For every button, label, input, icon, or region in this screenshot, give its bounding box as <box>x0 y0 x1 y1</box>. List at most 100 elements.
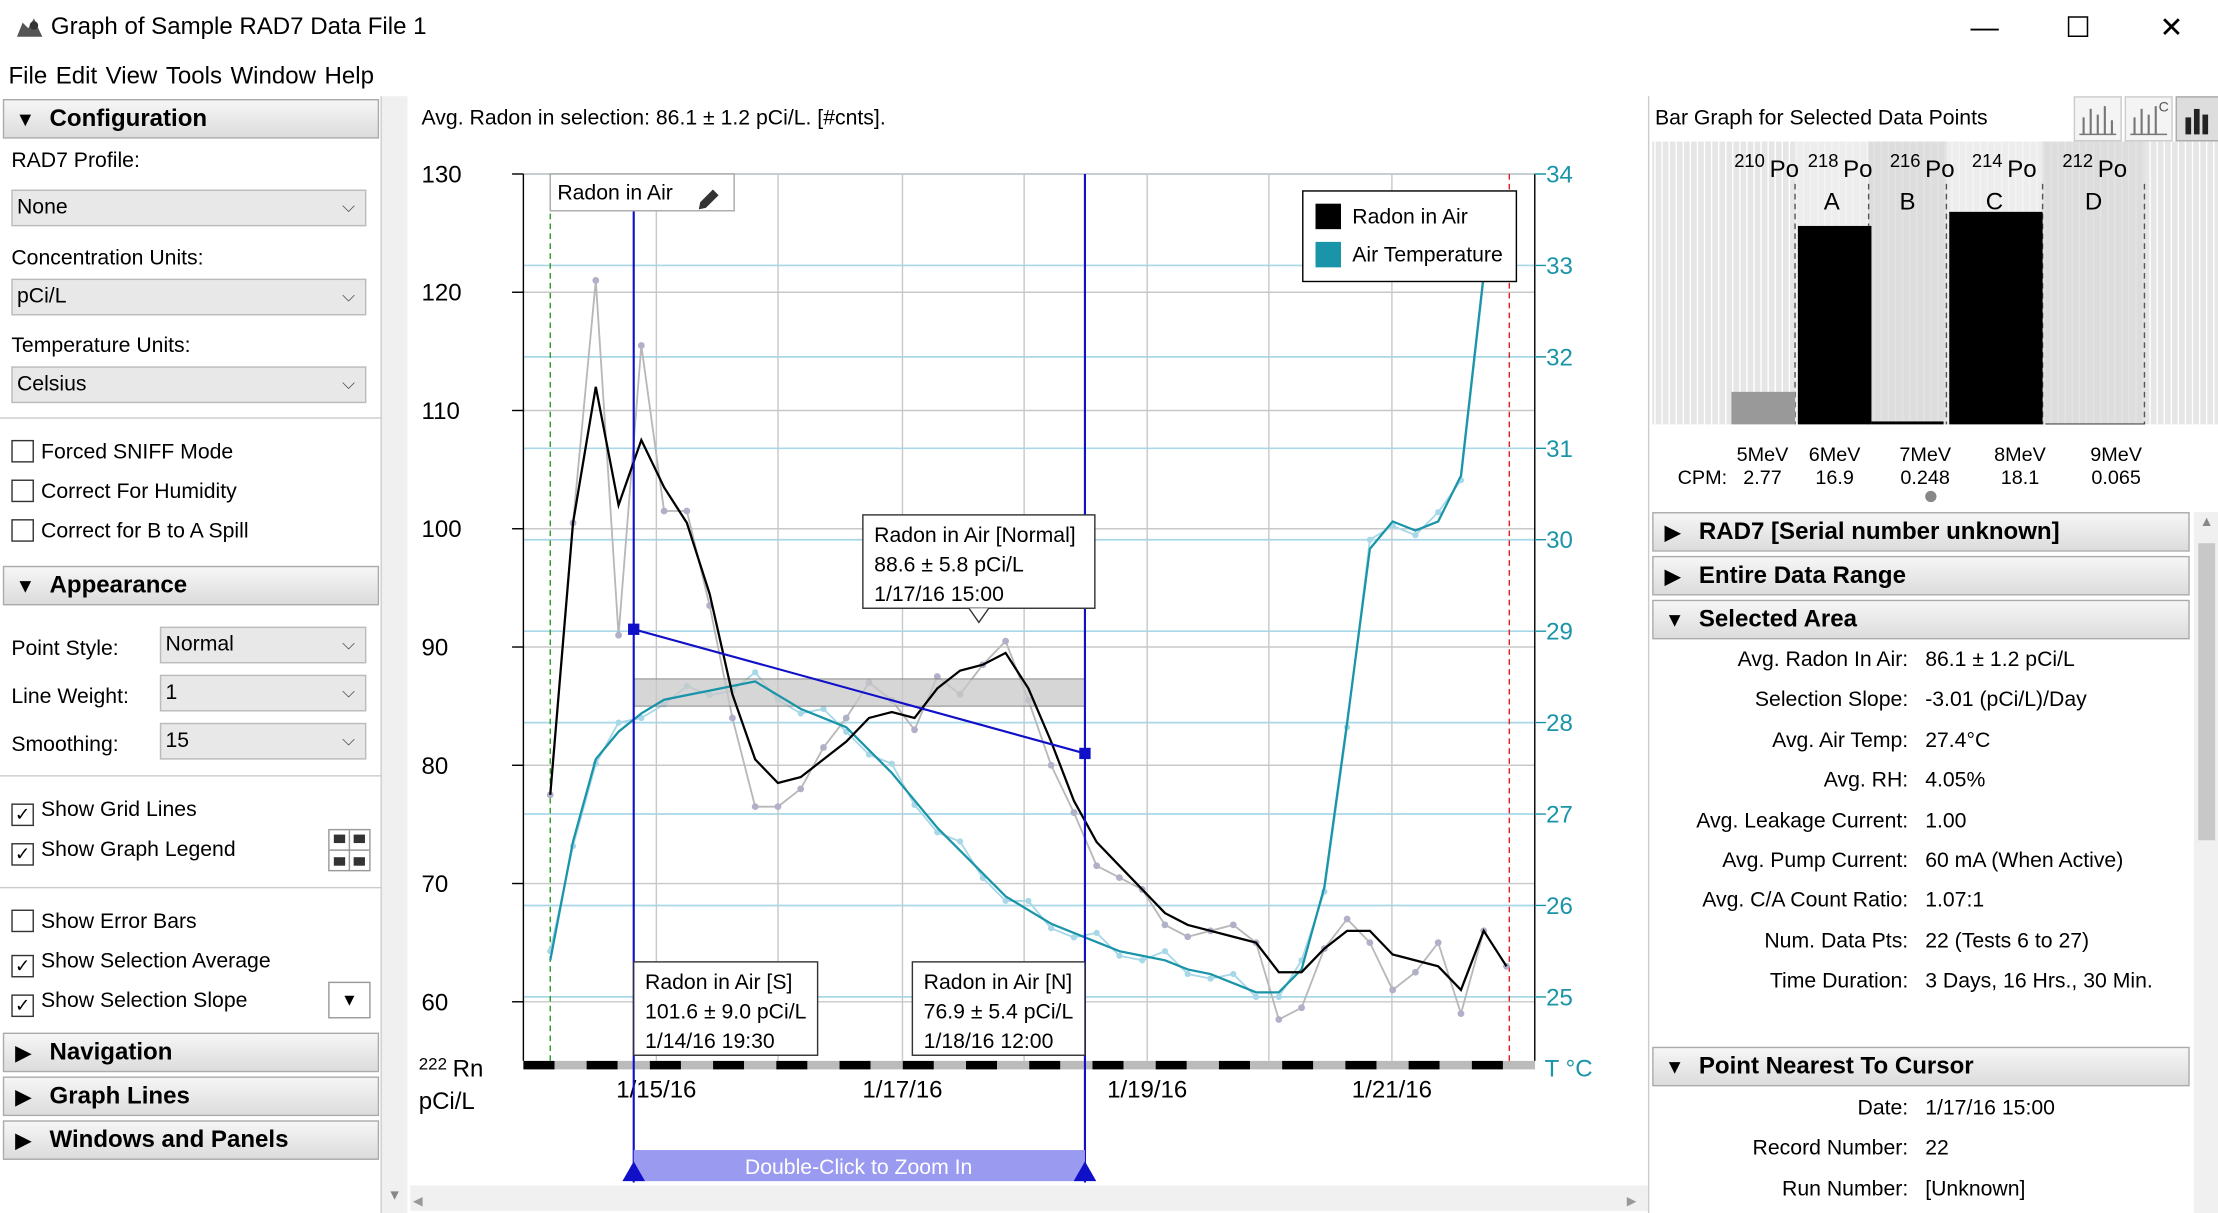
row-key: Avg. Leakage Current: <box>1696 808 1909 833</box>
show-legend-checkbox[interactable]: ✓ Show Graph Legend <box>11 837 236 866</box>
splitter-handle[interactable] <box>1925 490 1937 503</box>
section-selected-area[interactable]: ▼ Selected Area <box>1652 599 2190 640</box>
rad7-profile-select[interactable]: None ⌵ <box>11 189 367 227</box>
conc-units-select[interactable]: pCi/L ⌵ <box>11 278 367 316</box>
section-appearance[interactable]: ▼ Appearance <box>2 565 380 606</box>
section-navigation[interactable]: ▶ Navigation <box>2 1032 380 1073</box>
right-tick-label: 29 <box>1546 619 1573 646</box>
row-value: 86.1 ± 1.2 pCi/L <box>1925 647 2075 672</box>
zoom-right-handle-icon[interactable] <box>1073 1161 1097 1182</box>
show-grid-checkbox[interactable]: ✓ Show Grid Lines <box>11 798 197 827</box>
time-strip-block <box>1502 1060 1536 1070</box>
zoom-bar[interactable] <box>633 1150 1085 1182</box>
right-panel: Bar Graph for Selected Data Points C A B C… <box>1647 96 2218 1213</box>
selected-area-row: Avg. RH: 4.05% <box>1649 768 2218 796</box>
bar-view-button[interactable] <box>2175 96 2218 142</box>
selection-options-button[interactable]: ▼ <box>328 981 371 1019</box>
maximize-button[interactable]: ☐ <box>2065 12 2091 44</box>
time-strip-block <box>523 1060 555 1070</box>
energy-label: 5MeV <box>1737 444 1790 466</box>
section-rad7[interactable]: ▶ RAD7 [Serial number unknown] <box>1652 512 2190 552</box>
line-weight-select[interactable]: 1 ⌵ <box>159 674 367 712</box>
smoothing-label: Smoothing: <box>11 732 119 757</box>
time-strip-block <box>586 1060 618 1070</box>
y-left-unit: Rn <box>453 1055 484 1082</box>
time-strip-block <box>680 1060 714 1070</box>
right-tick-label: 31 <box>1546 436 1573 463</box>
minimize-button[interactable]: — <box>1970 12 1999 44</box>
show-selection-slope-checkbox[interactable]: ✓ Show Selection Slope <box>11 989 247 1018</box>
section-configuration[interactable]: ▼ Configuration <box>2 99 380 139</box>
section-windows-panels[interactable]: ▶ Windows and Panels <box>2 1120 380 1160</box>
row-key: Avg. Air Temp: <box>1772 728 1909 753</box>
slope-end-handle[interactable] <box>1079 747 1091 760</box>
spectrum-view-button[interactable] <box>2073 96 2122 142</box>
section-nearest-point[interactable]: ▼ Point Nearest To Cursor <box>1652 1046 2190 1087</box>
dropdown-triangle-icon: ▼ <box>340 990 358 1010</box>
menu-file[interactable]: File <box>8 62 48 90</box>
isotope-mass: 218 <box>1808 150 1839 171</box>
left-tick-label: 110 <box>422 398 460 425</box>
cumulative-view-button[interactable]: C <box>2124 96 2173 142</box>
isotope-mass: 210 <box>1734 150 1765 171</box>
row-value: 4.05% <box>1925 768 1986 793</box>
selected-area-row: Selection Slope: -3.01 (pCi/L)/Day <box>1649 688 2218 716</box>
left-panel-scrollbar[interactable]: ▼ <box>381 96 408 1213</box>
close-button[interactable]: ✕ <box>2159 12 2184 44</box>
radon-raw-point <box>592 277 600 284</box>
temp-raw-point <box>1366 536 1373 543</box>
right-tick-label: 28 <box>1546 710 1573 737</box>
zoom-left-handle-icon[interactable] <box>622 1161 646 1182</box>
correct-spill-checkbox[interactable]: Correct for B to A Spill <box>11 519 249 543</box>
show-error-bars-checkbox[interactable]: Show Error Bars <box>11 909 197 934</box>
selected-area-row: Avg. Pump Current: 60 mA (When Active) <box>1649 849 2218 877</box>
zoom-hint-text: Double-Click to Zoom In <box>745 1156 972 1179</box>
point-style-select[interactable]: Normal ⌵ <box>159 626 367 664</box>
legend-radon-label: Radon in Air <box>1352 205 1468 228</box>
callout-box <box>911 961 1086 1056</box>
scroll-thumb[interactable] <box>2198 543 2216 841</box>
section-label: Graph Lines <box>49 1082 190 1109</box>
smoothing-select[interactable]: 15 ⌵ <box>159 722 367 760</box>
menu-window[interactable]: Window <box>230 62 317 90</box>
menu-view[interactable]: View <box>105 62 158 90</box>
row-key: Avg. C/A Count Ratio: <box>1702 888 1909 913</box>
isotope-mass: 214 <box>1972 150 2003 171</box>
time-strip-block <box>1439 1060 1472 1070</box>
show-selection-average-checkbox[interactable]: ✓ Show Selection Average <box>11 949 271 978</box>
menu-tools[interactable]: Tools <box>165 62 222 90</box>
window-column <box>2042 141 2145 425</box>
section-label: RAD7 [Serial number unknown] <box>1698 517 2060 545</box>
time-strip-block <box>839 1060 871 1070</box>
series-tag-label: Radon in Air <box>557 181 673 204</box>
checkbox-box <box>11 479 34 503</box>
selection-status-text: Avg. Radon in selection: 86.1 ± 1.2 pCi/… <box>421 106 886 131</box>
section-graph-lines[interactable]: ▶ Graph Lines <box>2 1076 380 1117</box>
section-entire-range[interactable]: ▶ Entire Data Range <box>1652 555 2190 596</box>
left-tick-label: 100 <box>422 516 462 543</box>
section-label: Point Nearest To Cursor <box>1698 1052 1974 1080</box>
time-strip-block <box>1282 1060 1314 1070</box>
temp-raw-point <box>1412 532 1419 539</box>
callout-box <box>862 514 1096 609</box>
nearest-point-row: Run Number: [Unknown] <box>1649 1177 2218 1205</box>
menu-help[interactable]: Help <box>324 62 374 90</box>
slope-start-handle[interactable] <box>628 623 640 635</box>
menu-edit[interactable]: Edit <box>55 62 98 90</box>
radon-temperature-chart[interactable]: 60 70 80 90 100 110 120 130 25 26 27 28 29 30 31 32 33 34… <box>410 96 1648 1213</box>
forced-sniff-checkbox[interactable]: Forced SNIFF Mode <box>11 439 233 464</box>
selected-area-row: Avg. Radon In Air: 86.1 ± 1.2 pCi/L <box>1649 648 2218 676</box>
correct-humidity-checkbox[interactable]: Correct For Humidity <box>11 479 237 504</box>
right-panel-scrollbar[interactable]: ▲ <box>2193 512 2218 1213</box>
radon-raw-point <box>797 785 805 793</box>
row-key: Date: <box>1857 1096 1909 1121</box>
expanded-triangle-icon: ▼ <box>15 574 36 597</box>
radon-raw-point <box>1457 1010 1465 1017</box>
selected-area-row: Avg. Air Temp: 27.4°C <box>1649 728 2218 756</box>
legend-position-button[interactable] <box>328 828 371 872</box>
chart-horizontal-scrollbar[interactable] <box>410 1185 1648 1211</box>
pencil-icon[interactable] <box>698 189 719 210</box>
callout-selection-end: Radon in Air [N] 76.9 ± 5.4 pCi/L 1/18/16 … <box>911 961 1086 1056</box>
temp-units-select[interactable]: Celsius ⌵ <box>11 366 367 404</box>
temp-raw-point <box>1275 993 1282 1001</box>
